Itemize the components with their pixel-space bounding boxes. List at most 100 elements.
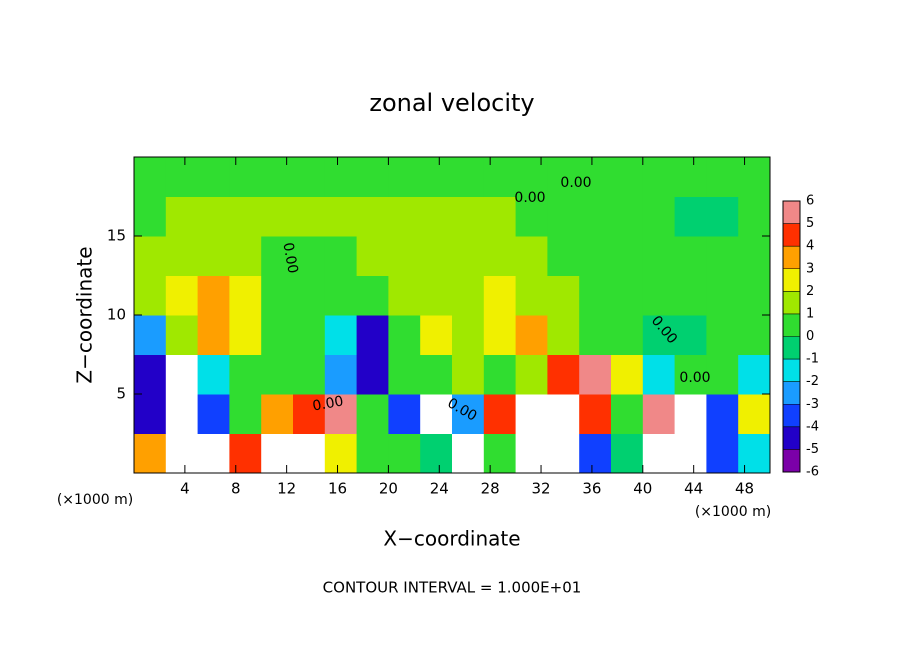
field-cell [611,433,644,474]
field-cell [197,354,230,395]
contour-label: 0.00 [514,190,545,206]
field-cell [293,196,326,237]
field-cell [515,157,548,197]
field-cell [547,354,580,395]
field-cell [579,275,612,316]
field-cell [229,157,262,197]
field-cell [356,236,389,276]
field-cell [579,236,612,276]
field-cell [674,394,707,434]
field-cell [674,354,707,395]
field-cell [324,433,358,474]
field-cell [642,354,676,395]
field-cell [356,196,389,237]
field-cell [706,394,739,434]
colorbar-swatch [783,381,800,405]
y-tick-label: 15 [107,227,126,245]
field-cell [547,275,580,316]
field-cell [293,354,326,395]
field-cell [642,196,676,237]
field-cell [324,275,358,316]
field-cell [706,354,739,395]
field-cell [388,315,421,355]
field-cell [738,236,771,276]
colorbar-tick-label: 2 [806,284,814,299]
x-tick-label: 28 [481,480,500,498]
x-tick-label: 44 [684,480,703,498]
colorbar-tick-label: 0 [806,329,814,344]
field-cell [261,394,294,434]
field-cell [229,275,262,316]
x-tick-label: 16 [328,480,347,498]
field-cell [738,157,771,197]
field-cell [165,275,199,316]
colorbar-tick-label: 1 [806,306,814,321]
field-cell [324,315,358,355]
field-cell [388,275,421,316]
colorbar-swatch [783,291,800,314]
field-cell [674,196,707,237]
contour-label: 0.00 [560,175,591,191]
field-cell [483,354,517,395]
field-cell [547,157,580,197]
field-cell [293,236,326,276]
field-cell [293,275,326,316]
field-cell [483,315,517,355]
field-cell [420,354,453,395]
colorbar-swatch [783,223,800,247]
field-cell [483,394,517,434]
field-cell [515,433,548,474]
field-cell [515,394,548,434]
field-cell [706,196,739,237]
field-cell [165,196,199,237]
y-tick-label: 10 [107,306,126,324]
colorbar-tick-label: 6 [806,194,814,209]
field-cell [420,275,453,316]
field-cell [611,196,644,237]
field-cell [738,275,771,316]
field-cell [579,394,612,434]
colorbar-swatch [783,359,800,382]
field-cell [642,157,676,197]
field-cell [388,157,421,197]
field-cell [452,196,485,237]
colorbar-tick-label: 5 [806,216,814,231]
field-cell [452,236,485,276]
field-cell [165,236,199,276]
field-cell [261,315,294,355]
field-cell [547,315,580,355]
field-cell [324,157,358,197]
field-cell [611,394,644,434]
field-cell [356,433,389,474]
field-cell [483,236,517,276]
field-cell [165,315,199,355]
field-cell [229,315,262,355]
field-cell [611,275,644,316]
field-cell [134,196,167,237]
field-cell [706,236,739,276]
field-cell [293,315,326,355]
field-cell [547,433,580,474]
field-cell [642,433,676,474]
field-cell [611,157,644,197]
field-cell [261,157,294,197]
field-cell [611,354,644,395]
x-unit-label: (×1000 m) [695,504,771,520]
x-tick-label: 24 [430,480,449,498]
x-tick-label: 4 [180,480,190,498]
field-cell [388,394,421,434]
colorbar-swatch [783,404,800,427]
colorbar-tick-label: -2 [806,374,819,389]
x-tick-label: 20 [379,480,398,498]
field-cell [324,354,358,395]
field-cell [134,354,167,395]
field-cell [706,433,739,474]
field-cell [642,394,676,434]
y-tick-label: 5 [116,385,126,403]
field-cell [229,394,262,434]
colorbar-tick-label: 4 [806,239,814,254]
field-cell [229,433,262,474]
field-cell [197,196,230,237]
field-cell [483,196,517,237]
field-cell [293,157,326,197]
